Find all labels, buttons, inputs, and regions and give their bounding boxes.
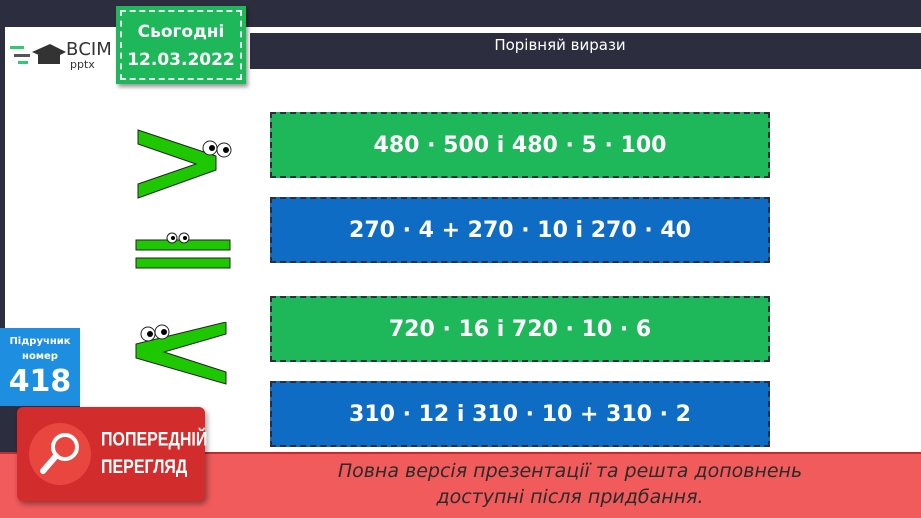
expression-2[interactable]: 270 · 4 + 270 · 10 і 270 · 40 xyxy=(270,197,770,263)
magnifier-icon xyxy=(29,423,91,485)
textbook-number-badge: Підручник номер 418 xyxy=(0,328,80,406)
graduation-cap-icon xyxy=(10,44,66,64)
preview-badge[interactable]: ПОПЕРЕДНІЙ ПЕРЕГЛЯД xyxy=(17,407,207,501)
crocodile-less-icon xyxy=(135,322,227,385)
crocodile-greater-icon xyxy=(137,129,232,199)
page-title: Порівняй вирази xyxy=(494,36,626,54)
crocodile-equal-icon xyxy=(135,232,231,269)
logo: ВСІМ pptx xyxy=(10,39,120,71)
date-badge: Сьогодні 12.03.2022 xyxy=(116,6,246,84)
title-bar xyxy=(250,30,921,69)
expression-1[interactable]: 480 · 500 і 480 · 5 · 100 xyxy=(270,112,770,178)
expression-3[interactable]: 720 · 16 і 720 · 10 · 6 xyxy=(270,296,770,362)
expression-4[interactable]: 310 · 12 і 310 · 10 + 310 · 2 xyxy=(270,381,770,447)
